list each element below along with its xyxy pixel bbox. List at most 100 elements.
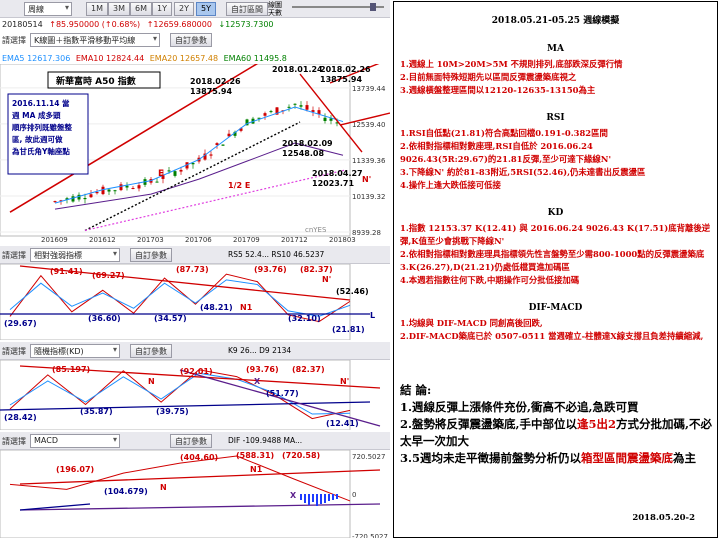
candle-body [83, 197, 87, 200]
candle-body [305, 105, 309, 110]
rsi_panel-annotation: L [370, 311, 375, 320]
kd_panel-frame [0, 359, 351, 431]
candle-body [269, 111, 273, 113]
macd-heading: DIF-MACD [528, 303, 583, 313]
note-text: 順序排列既雖盤整 [11, 122, 72, 132]
macd_panel-annotation: (588.31) [236, 451, 274, 460]
kd-line: 4.本週若指數往何下跌,中期操作可分批低接加碼 [400, 275, 580, 285]
chart-select-label: 請選擇 [2, 36, 26, 45]
candle-body [275, 107, 279, 115]
rsi-param-button[interactable]: 自訂參數 [130, 248, 172, 262]
ema60-value: EMA60 11495.8 [223, 54, 287, 63]
candle-body [101, 186, 105, 195]
ema-line-ema60 [54, 142, 344, 210]
kd-line: 2.依相對指標相對數座理具指標領先性言盤勢至少需800-1000點的反彈震盪築底 [400, 249, 705, 259]
ma-line: 1.週線上 10M>20M>5M 不規則排列,底部跌深反彈行情 [400, 59, 623, 69]
candle-body [53, 201, 57, 203]
candle-body [59, 200, 63, 202]
macd-header: DIF -109.9488 MA... [228, 436, 303, 445]
y-tick-label: 12539.40 [352, 121, 385, 129]
chart-title: 新華富時 A50 指數 [56, 75, 137, 87]
chart-type-bar: 請選擇 K線圖＋指數平滑移動平均線 自訂參數 [0, 31, 390, 49]
candle-body [263, 113, 267, 116]
analysis-title: 2018.05.21-05.25 週線模擬 [491, 16, 620, 26]
kd_panel-annotation: (93.76) [246, 365, 279, 374]
kd_panel-trend-line [19, 365, 381, 389]
candle-body [257, 117, 261, 119]
chart-param-button[interactable]: 自訂參數 [170, 33, 212, 47]
rsi-line: 3.下降線N' 約於81-83附近,5RSI(52.46),仍未達書出反震盪區 [400, 167, 646, 177]
y-tick-label: 13739.44 [352, 85, 386, 93]
macd_panel-histogram-bar [316, 494, 318, 506]
range-button-3m[interactable]: 3M [108, 2, 130, 16]
candle-body [173, 171, 177, 176]
kd_panel-annotation: (85.197) [52, 365, 90, 374]
kd-param-button[interactable]: 自訂參數 [130, 344, 172, 358]
rsi_panel-annotation: (82.37) [300, 265, 333, 274]
kd-header: K9 26... D9 2134 [228, 346, 292, 355]
rsi-lines: 1.RSI自低點(21.81)符合高點回檔0.191-0.382區間 2.依相對指… [394, 127, 717, 192]
rsi_panel-series-line [9, 273, 351, 323]
macd-select[interactable]: MACD [30, 434, 120, 448]
range-button-1m[interactable]: 1M [86, 2, 108, 16]
signature: 2018.05.20-2 [632, 513, 695, 523]
rsi_panel-trend-line [19, 265, 351, 301]
macd_panel-annotation: X [290, 491, 297, 500]
kd-heading: KD [547, 208, 564, 218]
macd-param-button[interactable]: 自訂參數 [170, 434, 212, 448]
macd_panel-trend-line [19, 469, 381, 485]
days-slider-track[interactable] [292, 6, 384, 8]
candle-body [227, 133, 231, 137]
annotation-high: 2018.02.26 [190, 77, 241, 86]
ma-lines: 1.週線上 10M>20M>5M 不規則排列,底部跌深反彈行情 2.目前無面特殊短… [394, 58, 717, 97]
callout-arrow [339, 112, 391, 126]
rsi_panel-annotation: (69.27) [92, 271, 125, 280]
candle-body [107, 189, 111, 192]
period-select[interactable]: 周線 [24, 2, 72, 16]
kd-panel: (85.197) (92.01) (93.76) (82.37) N N' (28.42) (… [0, 359, 390, 431]
candle-body [311, 110, 315, 112]
conclusion-text: 1.週線反彈上漲條件充份,衝高不必追,急跌可買 [400, 400, 639, 414]
macd_panel-y-tick: -720.5027 [352, 533, 388, 538]
y-tick-label: 11339.36 [352, 157, 386, 165]
macd_panel-trend-line [19, 503, 381, 511]
y-tick-label: 8939.28 [352, 229, 381, 237]
rsi_panel-frame [0, 263, 351, 341]
main-chart-panel: 13739.44 12539.40 11339.36 10139.32 8939.28 2… [0, 0, 391, 244]
slider-label: 線圖天數 [268, 1, 282, 17]
rsi_panel-annotation: (48.21) [200, 303, 233, 312]
candle-body [113, 190, 117, 192]
macd_panel-annotation: (104.679) [104, 487, 148, 496]
candle-body [335, 122, 339, 124]
x-tick-label: 201612 [89, 236, 116, 244]
kd-select[interactable]: 隨機指標(KD) [30, 344, 120, 358]
rsi_panel-annotation: (36.60) [88, 314, 121, 323]
days-slider-handle[interactable] [370, 3, 376, 11]
ema10-value: EMA10 12824.44 [75, 54, 145, 63]
ma-line: 2.目前無面特殊短期先以區間反彈震盪築底視之 [400, 72, 577, 82]
range-button-5y[interactable]: 5Y [196, 2, 216, 16]
chart-type-select[interactable]: K線圖＋指數平滑移動平均線 [30, 33, 160, 47]
macd-panel: (196.07) (404.60) (588.31) (720.58) N1 N (104.… [0, 449, 390, 540]
macd_panel-histogram-bar [328, 494, 330, 501]
custom-range-button[interactable]: 自訂區間 [226, 2, 268, 16]
candle-body [299, 105, 303, 107]
candle-body [137, 185, 141, 189]
annotation-date: 2018.01.24 [272, 65, 323, 74]
note-text: 區, 故此週可做 [12, 134, 63, 144]
range-button-6m[interactable]: 6M [130, 2, 152, 16]
note-text: 為甘氏角Y軸座點 [12, 146, 70, 156]
kd_panel-annotation: X [254, 377, 261, 386]
kd_panel-annotation: (82.37) [292, 365, 325, 374]
candle-body [95, 191, 99, 194]
macd_panel-histogram-bar [308, 494, 310, 505]
range-button-1y[interactable]: 1Y [152, 2, 172, 16]
candle-body [89, 194, 93, 198]
rsi-toolbar: 請選擇 相對強弱指標 自訂參數 RS5 52.4... RS10 46.5237 [0, 246, 390, 264]
candle-body [119, 184, 123, 191]
macd-toolbar: 請選擇 MACD 自訂參數 DIF -109.9488 MA... [0, 432, 390, 450]
ema20-value: EMA20 12657.48 [149, 54, 219, 63]
rsi-select[interactable]: 相對強弱指標 [30, 248, 120, 262]
range-button-2y[interactable]: 2Y [174, 2, 194, 16]
